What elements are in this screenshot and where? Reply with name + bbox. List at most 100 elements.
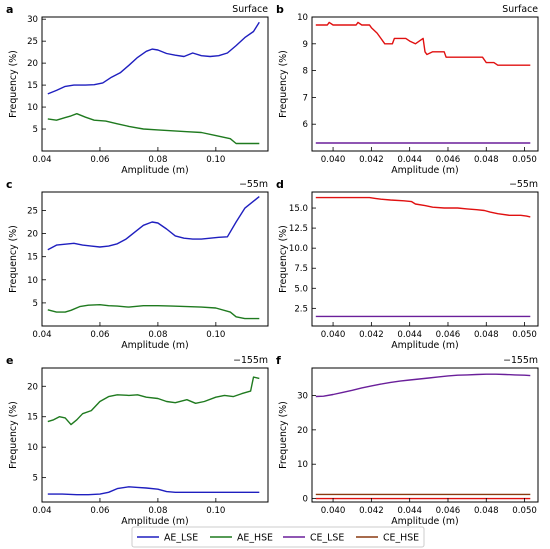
- legend-label-ce-hse: CE_HSE: [383, 533, 419, 544]
- y-tick-label: 7.5: [294, 264, 308, 274]
- panel-e: 0.04 0.06 0.08 0.10 5 10 15 20 Amplitude (m) Freq…: [6, 354, 269, 527]
- x-axis-label: Amplitude (m): [391, 516, 458, 527]
- y-tick-label: 10: [27, 443, 38, 453]
- y-axis-label: Frequency (%): [8, 50, 19, 118]
- y-tick-label: 25: [27, 37, 38, 47]
- panel-letter: b: [276, 3, 284, 16]
- axes-frame: [311, 191, 539, 327]
- panel-a: 0.04 0.06 0.08 0.10 5 10 15 20 25 30 Amplitude (m)…: [6, 3, 269, 176]
- legend-frame: [131, 526, 425, 548]
- x-tick-label: 0.050: [512, 330, 537, 340]
- y-tick-label: 25: [27, 206, 38, 216]
- panel-title: −55m: [509, 179, 538, 190]
- y-tick-label: 12.5: [289, 224, 308, 234]
- x-tick-label: 0.06: [90, 330, 109, 340]
- axes-frame: [41, 16, 269, 152]
- legend-label-ae-hse: AE_HSE: [237, 533, 273, 544]
- axes-frame: [41, 191, 269, 327]
- panel-letter: e: [6, 354, 13, 367]
- y-tick-label: 30: [27, 15, 38, 25]
- y-tick-label: 10: [297, 13, 308, 23]
- x-tick-label: 0.046: [436, 330, 461, 340]
- panel-c: 0.04 0.06 0.08 0.10 5 10 15 20 25 Amplitude (m) Fr…: [6, 178, 269, 351]
- y-tick-label: 20: [297, 426, 308, 436]
- x-tick-label: 0.044: [397, 506, 422, 516]
- x-tick-label: 0.050: [512, 506, 537, 516]
- y-tick-label: 9: [303, 40, 308, 50]
- x-tick-label: 0.10: [206, 155, 225, 165]
- x-axis-label: Amplitude (m): [121, 340, 188, 351]
- x-tick-label: 0.044: [397, 155, 422, 165]
- y-tick-label: 5.0: [294, 284, 308, 294]
- x-tick-label: 0.042: [359, 155, 384, 165]
- y-tick-label: 15: [27, 413, 38, 423]
- legend-label-ce-lse: CE_LSE: [310, 533, 344, 544]
- x-tick-label: 0.04: [32, 155, 51, 165]
- legend: AE_LSE AE_HSE CE_LSE CE_HSE: [131, 526, 425, 548]
- y-tick-label: 5: [33, 299, 38, 309]
- series-line-ce-lse: [315, 373, 531, 398]
- x-tick-label: 0.048: [474, 330, 499, 340]
- x-tick-label: 0.06: [90, 506, 109, 516]
- series-line-red: [315, 196, 531, 218]
- y-tick-label: 15: [27, 81, 38, 91]
- panel-letter: f: [276, 354, 281, 367]
- y-axis-label: Frequency (%): [278, 225, 289, 293]
- x-tick-label: 0.04: [32, 330, 51, 340]
- y-tick-label: 10: [297, 460, 308, 470]
- y-tick-label: 15: [27, 253, 38, 263]
- x-tick-label: 0.048: [474, 506, 499, 516]
- x-tick-label: 0.040: [321, 506, 346, 516]
- panel-f: 0.040 0.042 0.044 0.046 0.048 0.050 0 10 20 30 Amp…: [276, 354, 539, 527]
- x-axis-label: Amplitude (m): [391, 165, 458, 176]
- legend-label-ae-lse: AE_LSE: [164, 533, 198, 544]
- y-tick-label: 20: [27, 382, 38, 392]
- panel-letter: d: [276, 178, 284, 191]
- panel-letter: a: [6, 3, 13, 16]
- y-tick-label: 10.0: [289, 244, 308, 254]
- x-tick-label: 0.042: [359, 506, 384, 516]
- panel-title: Surface: [232, 4, 268, 15]
- y-axis-label: Frequency (%): [278, 50, 289, 118]
- y-tick-label: 6: [303, 120, 308, 130]
- x-tick-label: 0.04: [32, 506, 51, 516]
- x-axis-label: Amplitude (m): [121, 165, 188, 176]
- panel-title: Surface: [502, 4, 538, 15]
- y-tick-label: 7: [303, 93, 308, 103]
- y-axis-label: Frequency (%): [8, 401, 19, 469]
- x-tick-label: 0.040: [321, 330, 346, 340]
- x-tick-label: 0.10: [206, 506, 225, 516]
- panel-letter: c: [6, 178, 13, 191]
- y-tick-label: 10: [27, 103, 38, 113]
- x-tick-label: 0.044: [397, 330, 422, 340]
- x-tick-label: 0.050: [512, 155, 537, 165]
- panel-d: 0.040 0.042 0.044 0.046 0.048 0.050 2.5 5.0 7.5 1…: [276, 178, 539, 351]
- axes-frame: [41, 367, 269, 503]
- x-tick-label: 0.040: [321, 155, 346, 165]
- axes-frame: [311, 16, 539, 152]
- y-tick-label: 0: [303, 495, 308, 505]
- x-tick-label: 0.048: [474, 155, 499, 165]
- x-tick-label: 0.046: [436, 155, 461, 165]
- panel-title: −55m: [239, 179, 268, 190]
- series-line-ae-lse: [47, 21, 260, 95]
- x-axis-label: Amplitude (m): [121, 516, 188, 527]
- y-tick-label: 5: [33, 125, 38, 135]
- series-line-ae-hse: [47, 304, 260, 320]
- y-axis-label: Frequency (%): [278, 401, 289, 469]
- panel-title: −155m: [233, 355, 268, 366]
- panel-b: 0.040 0.042 0.044 0.046 0.048 0.050 6 7 8 9 10 Ampl…: [276, 3, 539, 176]
- x-tick-label: 0.08: [148, 330, 167, 340]
- x-tick-label: 0.08: [148, 155, 167, 165]
- x-tick-label: 0.042: [359, 330, 384, 340]
- y-tick-label: 8: [303, 67, 308, 77]
- y-tick-label: 20: [27, 59, 38, 69]
- x-tick-label: 0.046: [436, 506, 461, 516]
- y-axis-label: Frequency (%): [8, 225, 19, 293]
- y-tick-label: 15.0: [289, 204, 308, 214]
- y-tick-label: 2.5: [294, 304, 308, 314]
- x-tick-label: 0.08: [148, 506, 167, 516]
- series-line-ae-hse: [47, 112, 260, 145]
- y-tick-label: 5: [33, 474, 38, 484]
